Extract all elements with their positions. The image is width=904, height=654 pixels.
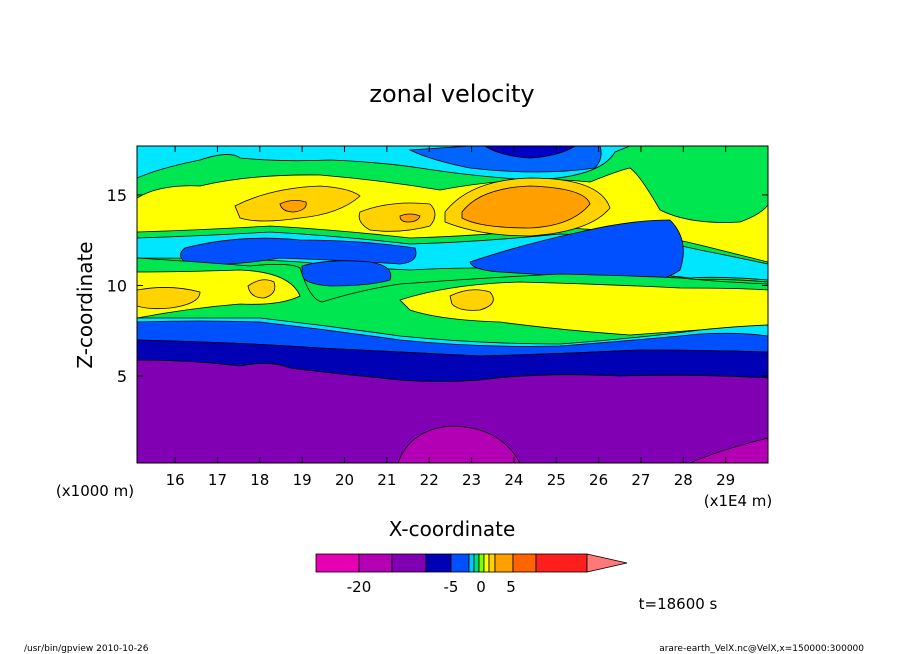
colorbar-segment [391, 553, 427, 573]
colorbar-segment [315, 553, 360, 573]
colorbar-segment [488, 553, 496, 573]
chart-title: zonal velocity [369, 80, 534, 108]
contour-field [136, 145, 769, 464]
blob-gold-small [247, 279, 276, 299]
x-tick-label: 27 [631, 471, 650, 489]
colorbar-segment [483, 553, 490, 573]
blob-orange-upper-left [279, 200, 307, 213]
colorbar-segment [450, 553, 470, 573]
colorbar-extend-arrow [586, 553, 628, 573]
colorbar-segment [358, 553, 393, 573]
x-tick-label: 18 [250, 471, 269, 489]
footer-left: /usr/bin/gpview 2010-10-26 [24, 644, 149, 654]
x-tick-label: 28 [674, 471, 693, 489]
blob-gold-left [137, 287, 201, 310]
x-tick-label: 20 [335, 471, 354, 489]
x-tick-label: 16 [166, 471, 185, 489]
blob-blue-right [469, 219, 684, 283]
band-purple-bottom [137, 359, 768, 463]
y-tick-label: 5 [117, 367, 127, 386]
colorbar-tick-label: -5 [444, 578, 459, 596]
band-navy-top [484, 146, 576, 159]
colorbar-tick-labels: -20 -5 0 5 [347, 578, 516, 596]
colorbar [315, 553, 628, 573]
y-axis-ticks: 5 10 15 [107, 186, 768, 386]
x-tick-label: 29 [716, 471, 735, 489]
time-label: t=18600 s [639, 595, 718, 613]
y-axis-label: Z-coordinate [73, 241, 97, 368]
x-tick-label: 21 [377, 471, 396, 489]
blob-orange-right-upper [461, 185, 591, 229]
y-tick-label: 10 [107, 276, 127, 295]
colorbar-segment [512, 553, 537, 573]
colorbar-tick-label: -20 [347, 578, 372, 596]
x-tick-label: 17 [208, 471, 227, 489]
blob-orange-small [399, 213, 421, 223]
colorbar-segment [535, 553, 588, 573]
blob-gold-center [449, 289, 494, 311]
colorbar-segment [468, 553, 475, 573]
blob-magenta-center [397, 425, 521, 463]
colorbar-segment [425, 553, 452, 573]
x-tick-label: 26 [589, 471, 608, 489]
x-axis-label: X-coordinate [389, 517, 516, 541]
colorbar-segment [473, 553, 480, 573]
colorbar-segment [478, 553, 485, 573]
blob-gold-center-upper [358, 202, 436, 232]
colorbar-tick-label: 5 [506, 578, 516, 596]
plot-frame [136, 145, 769, 464]
blob-blue-center [301, 260, 392, 287]
colorbar-tick-label: 0 [476, 578, 486, 596]
x-unit-label: (x1E4 m) [704, 492, 773, 510]
y-tick-label: 15 [107, 186, 127, 205]
x-tick-label: 19 [293, 471, 312, 489]
x-tick-label: 23 [462, 471, 481, 489]
footer-right: arare-earth_VelX.nc@VelX,x=150000:300000 [659, 644, 864, 654]
x-tick-label: 24 [504, 471, 523, 489]
x-tick-label: 22 [420, 471, 439, 489]
x-tick-label: 25 [547, 471, 566, 489]
x-axis-ticks: 16 17 18 19 20 21 22 23 24 25 26 27 28 29 [166, 146, 735, 489]
y-unit-label: (x1000 m) [56, 482, 134, 500]
colorbar-segment [494, 553, 514, 573]
